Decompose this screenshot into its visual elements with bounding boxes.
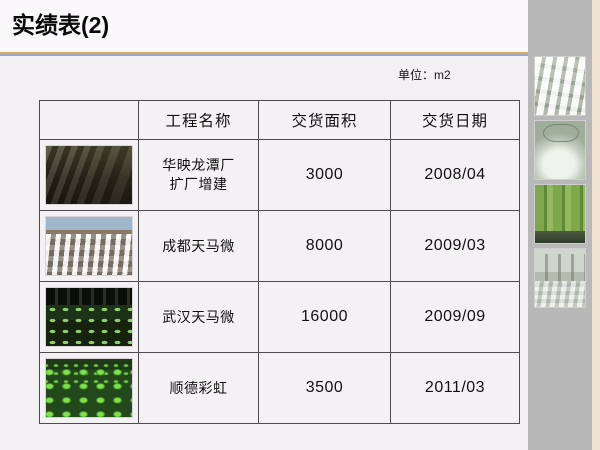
row-thumbnail-cell xyxy=(39,281,139,353)
title-divider-blue xyxy=(0,54,528,56)
row-project-name-cell: 成都天马微 xyxy=(138,210,259,282)
page-title: 实绩表(2) xyxy=(12,12,110,38)
table-header-row: 工程名称 交货面积 交货日期 xyxy=(39,100,520,140)
performance-table: 工程名称 交货面积 交货日期 xyxy=(39,100,520,424)
dark-piping-construction-photo xyxy=(45,145,133,205)
row-delivery-area-cell: 3500 xyxy=(258,352,391,424)
row-delivery-date-cell: 2011/03 xyxy=(390,352,520,424)
header-cell-delivery-date: 交货日期 xyxy=(390,100,520,140)
construction-site-pier-caps-photo xyxy=(45,216,133,276)
project-name-line1: 成都天马微 xyxy=(162,237,235,254)
unit-note: 单位：m2 xyxy=(398,68,451,82)
industrial-ceiling-beams-photo xyxy=(534,56,586,116)
project-name-line1: 华映龙潭厂 xyxy=(162,157,235,173)
row-thumbnail-cell xyxy=(39,352,139,424)
right-sidebar: Yuan Sheng FiberGlass CO.,LTD NO.68,Ming… xyxy=(528,0,592,450)
table-row: 成都天马微 8000 2009/03 xyxy=(39,210,520,282)
row-delivery-date-cell: 2009/03 xyxy=(390,210,520,282)
row-project-name-cell: 华映龙潭厂 扩厂增建 xyxy=(138,139,259,211)
row-thumbnail-cell xyxy=(39,210,139,282)
row-delivery-area-cell: 8000 xyxy=(258,210,391,282)
frp-tank-interior-photo xyxy=(534,120,586,180)
project-name-line1: 武汉天马微 xyxy=(162,308,235,325)
green-frp-tanks-row-photo xyxy=(534,184,586,244)
row-thumbnail-cell xyxy=(39,139,139,211)
sidebar-right-edge-strip xyxy=(592,0,600,450)
title-bar xyxy=(0,0,528,55)
green-domes-grid-photo xyxy=(45,358,133,418)
performance-table-wrap: 工程名称 交货面积 交货日期 xyxy=(39,100,520,424)
header-cell-image xyxy=(39,100,139,140)
project-name-line1: 顺德彩虹 xyxy=(169,379,228,396)
table-row: 华映龙潭厂 扩厂增建 3000 2008/04 xyxy=(39,139,520,211)
row-delivery-area-cell: 16000 xyxy=(258,281,391,353)
table-row: 顺德彩虹 3500 2011/03 xyxy=(39,352,520,424)
row-delivery-date-cell: 2009/09 xyxy=(390,281,520,353)
warehouse-floor-columns-photo xyxy=(534,248,586,308)
project-name-line2: 扩厂增建 xyxy=(169,176,228,192)
row-delivery-area-cell: 3000 xyxy=(258,139,391,211)
row-delivery-date-cell: 2008/04 xyxy=(390,139,520,211)
row-project-name-cell: 武汉天马微 xyxy=(138,281,259,353)
header-cell-project-name: 工程名称 xyxy=(138,100,259,140)
row-project-name-cell: 顺德彩虹 xyxy=(138,352,259,424)
header-cell-delivery-area: 交货面积 xyxy=(258,100,391,140)
table-row: 武汉天马微 16000 2009/09 xyxy=(39,281,520,353)
title-divider-gold xyxy=(0,52,528,54)
dark-hall-green-domes-photo xyxy=(45,287,133,347)
